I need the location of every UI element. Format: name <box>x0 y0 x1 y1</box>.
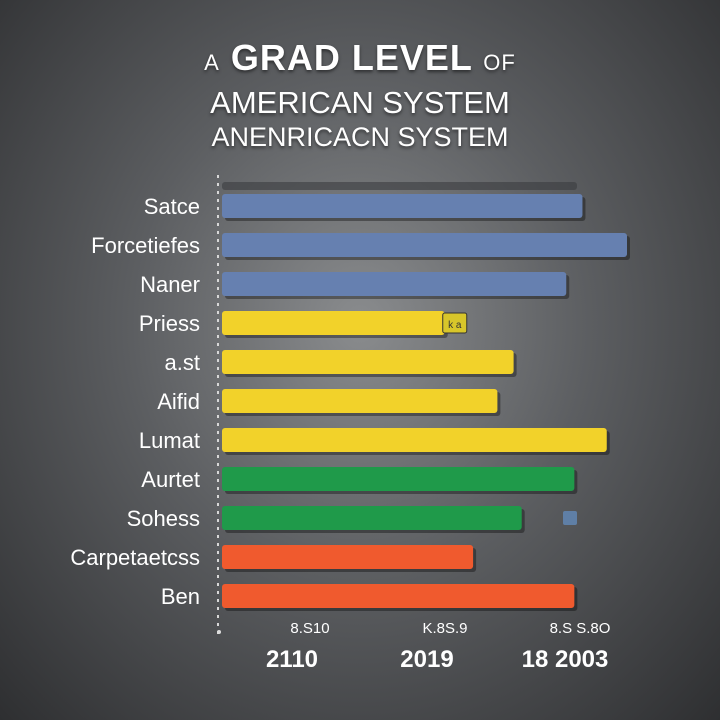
title-main: GRAD LEVEL <box>230 37 473 78</box>
chart-title: A GRAD LEVEL OF <box>0 38 720 83</box>
category-label: Carpetaetcss <box>70 545 200 570</box>
x-year-label: 2110 <box>266 646 318 673</box>
annotation-label: k a <box>448 320 462 331</box>
title-prefix: A <box>204 50 220 75</box>
bar-carpetaetcss <box>222 545 474 569</box>
bar-aifid <box>222 389 498 413</box>
bar-sohess <box>222 506 522 530</box>
category-label: a.st <box>165 350 200 375</box>
chart-title-block: A GRAD LEVEL OF AMERICAN SYSTEM ANENRICA… <box>0 38 720 153</box>
bar-lumat <box>222 428 607 452</box>
category-label: Aifid <box>157 389 200 414</box>
bar-forcetiefes <box>222 233 627 257</box>
category-label: Naner <box>140 272 200 297</box>
category-label: Priess <box>139 311 200 336</box>
chart-subtitle-1: AMERICAN SYSTEM <box>210 85 510 120</box>
bar-satce <box>222 194 583 218</box>
marker-square <box>563 511 577 525</box>
bar-ben <box>222 584 575 608</box>
category-label: Forcetiefes <box>91 233 200 258</box>
category-label: Aurtet <box>141 467 200 492</box>
category-label: Ben <box>161 584 200 609</box>
title-suffix: OF <box>483 50 516 75</box>
x-year-label: 18 2003 <box>522 646 609 673</box>
bar-priess <box>222 311 445 335</box>
x-tick-label: 8.S10 <box>290 620 329 637</box>
category-label: Satce <box>144 194 200 219</box>
x-year-label: 2019 <box>400 646 453 673</box>
axis-origin-dot <box>217 630 221 634</box>
category-label: Lumat <box>139 428 200 453</box>
bar-naner <box>222 272 567 296</box>
category-label: Sohess <box>127 506 200 531</box>
bar-aurtet <box>222 467 575 491</box>
bar-track <box>222 182 577 190</box>
x-tick-label: K.8S.9 <box>422 620 467 637</box>
annotation-box <box>442 312 468 334</box>
x-tick-label: 8.S S.8O <box>550 620 611 637</box>
bar-a-st <box>222 350 514 374</box>
chart-subtitle-2: ANENRICACN SYSTEM <box>211 122 509 152</box>
